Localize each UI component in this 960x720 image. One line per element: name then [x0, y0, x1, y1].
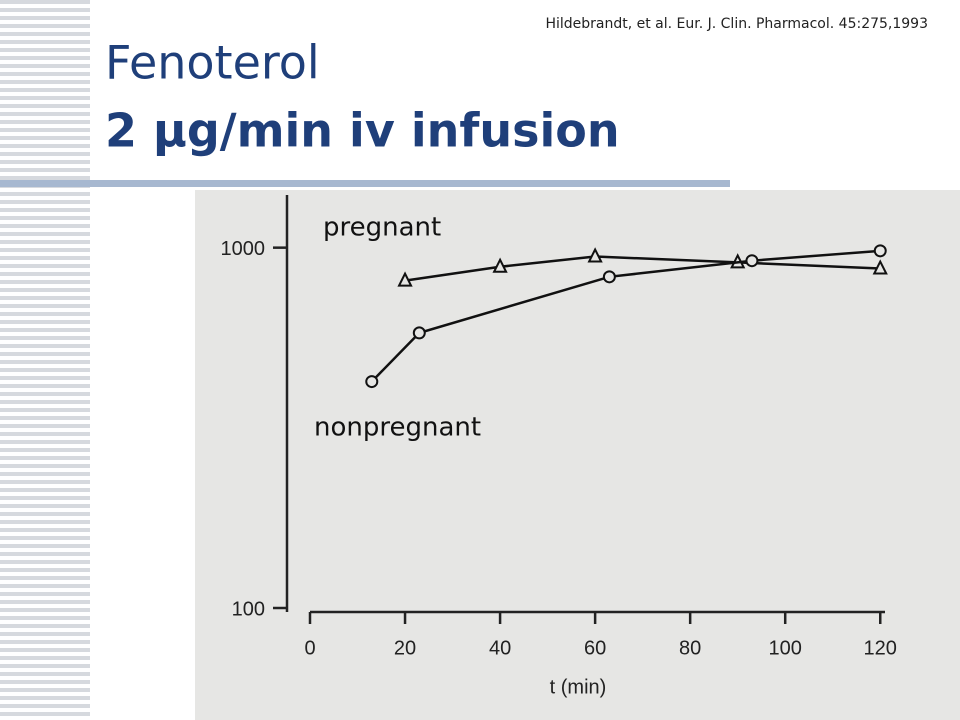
title-line: Fenoterol: [105, 36, 320, 90]
marker: [602, 270, 616, 284]
series-label: pregnant: [323, 213, 441, 243]
scan-area: [195, 190, 960, 720]
marker: [397, 271, 413, 287]
citation: Hildebrandt, et al. Eur. J. Clin. Pharma…: [545, 16, 928, 32]
x-tick-label: 60: [584, 637, 606, 659]
stripe-bar: [0, 0, 90, 720]
series-label: nonpregnant: [314, 413, 481, 443]
x-tick-label: 120: [864, 637, 897, 659]
x-tick-label: 0: [304, 637, 315, 659]
x-tick-label: 80: [679, 637, 701, 659]
marker: [587, 247, 603, 263]
x-tick-label: 40: [489, 637, 511, 659]
x-tick-label: 20: [394, 637, 416, 659]
title-line: 2 μg/min iv infusion: [105, 104, 620, 158]
marker: [873, 244, 887, 258]
marker: [365, 375, 379, 389]
y-tick-label: 100: [232, 598, 265, 620]
marker: [872, 259, 888, 275]
y-tick-label: 1000: [221, 238, 266, 260]
x-axis-label: t (min): [550, 676, 607, 698]
title-rule: [0, 180, 730, 187]
x-tick-label: 100: [769, 637, 802, 659]
marker: [745, 254, 759, 268]
marker: [412, 326, 426, 340]
marker: [492, 257, 508, 273]
